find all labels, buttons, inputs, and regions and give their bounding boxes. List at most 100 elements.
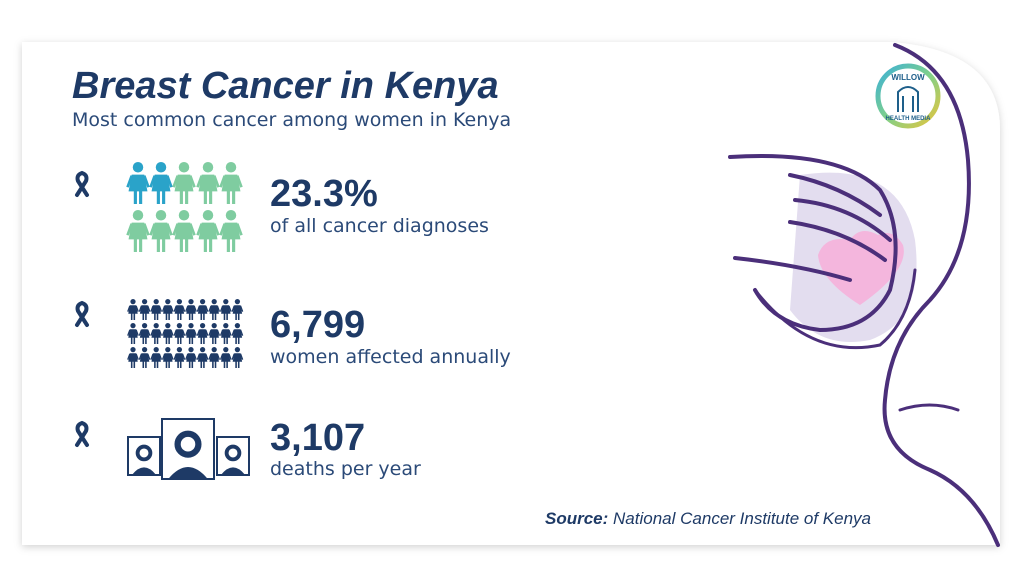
icon-head <box>132 210 144 221</box>
icon-body <box>150 174 172 204</box>
portrait-head <box>135 444 153 462</box>
icon-head <box>225 162 237 173</box>
icon-head <box>132 162 144 173</box>
icon-body <box>185 329 197 344</box>
icon-arms <box>231 353 244 360</box>
icon-head <box>153 299 159 305</box>
icon-arms <box>219 353 232 360</box>
icon-arms <box>149 175 173 188</box>
woman-icon <box>173 347 186 368</box>
icon-arms <box>219 175 243 188</box>
icon-body <box>127 353 139 368</box>
icon-head <box>153 347 159 353</box>
woman-icon <box>219 162 243 204</box>
icon-arms <box>149 223 173 236</box>
icon-head <box>165 299 171 305</box>
woman-icon <box>185 347 197 368</box>
icon-head <box>178 162 190 173</box>
icon-body <box>197 353 208 368</box>
icon-head <box>199 323 206 329</box>
icon-arms <box>127 305 139 312</box>
icon-arms <box>138 305 151 312</box>
woman-icon <box>172 162 196 204</box>
icon-body <box>150 353 162 368</box>
icon-body <box>220 222 242 252</box>
woman-icon <box>196 299 209 320</box>
ribbon-icon <box>75 170 89 197</box>
icon-arms <box>173 329 186 336</box>
icon-arms <box>231 305 244 312</box>
woman-icon <box>138 347 151 368</box>
icon-body <box>197 305 208 320</box>
icon-arms <box>185 329 197 336</box>
icon-arms <box>150 305 163 312</box>
woman-icon <box>173 299 186 320</box>
woman-icon <box>208 347 221 368</box>
woman-icon <box>161 299 174 320</box>
source-prefix: Source: <box>545 509 608 528</box>
icon-arms <box>208 329 221 336</box>
woman-icon <box>127 347 139 368</box>
icons <box>75 162 250 480</box>
icon-arms <box>185 353 197 360</box>
icon-head <box>211 347 217 353</box>
woman-icon <box>185 323 197 344</box>
icon-body <box>232 329 243 344</box>
icon-head <box>188 347 194 353</box>
ribbon-icon <box>75 300 89 327</box>
icon-body <box>232 305 243 320</box>
woman-icon <box>185 299 197 320</box>
woman-icon <box>219 347 232 368</box>
icon-head <box>223 323 229 329</box>
icon-head <box>234 299 241 305</box>
icon-body <box>174 329 185 344</box>
icon-head <box>202 210 214 221</box>
icon-head <box>165 323 171 329</box>
icon-arms <box>173 353 186 360</box>
icon-body <box>139 353 150 368</box>
woman-icon <box>196 347 209 368</box>
source-text: National Cancer Institute of Kenya <box>613 509 871 528</box>
icon-head <box>176 347 183 353</box>
icon-arms <box>161 329 174 336</box>
icon-arms <box>196 175 220 188</box>
icon-head <box>188 299 194 305</box>
woman-icon <box>161 323 174 344</box>
icon-body <box>220 305 232 320</box>
icon-arms <box>126 175 150 188</box>
icon-arms <box>161 305 174 312</box>
icon-head <box>234 347 241 353</box>
icon-arms <box>173 305 186 312</box>
logo-top: WILLOW <box>891 73 925 82</box>
icon-body <box>127 305 139 320</box>
icon-body <box>220 329 232 344</box>
icon-body <box>127 174 149 204</box>
icon-arms <box>127 353 139 360</box>
icon-body <box>197 222 219 252</box>
icon-body <box>127 222 149 252</box>
portrait-head <box>224 444 242 462</box>
icon-arms <box>172 223 196 236</box>
woman-icon <box>231 323 244 344</box>
icon-body <box>150 305 162 320</box>
woman-icon <box>126 162 150 204</box>
icon-arms <box>219 305 232 312</box>
stat-value: 6,799 <box>270 304 365 346</box>
icon-arms <box>150 353 163 360</box>
woman-icon <box>127 323 139 344</box>
stat-label: of all cancer diagnoses <box>270 215 489 237</box>
portrait-body <box>220 467 246 475</box>
title: Breast Cancer in Kenya <box>72 65 499 107</box>
icon-arms <box>196 329 209 336</box>
stat-label: women affected annually <box>270 346 511 368</box>
icon-body <box>220 174 242 204</box>
icon-body <box>162 305 174 320</box>
icon-head <box>130 299 136 305</box>
icon-arms <box>138 329 151 336</box>
woman-icon <box>150 299 163 320</box>
icon-head <box>199 347 206 353</box>
icon-body <box>232 353 243 368</box>
woman-icon <box>196 210 220 252</box>
icon-head <box>202 162 214 173</box>
icon-head <box>223 299 229 305</box>
